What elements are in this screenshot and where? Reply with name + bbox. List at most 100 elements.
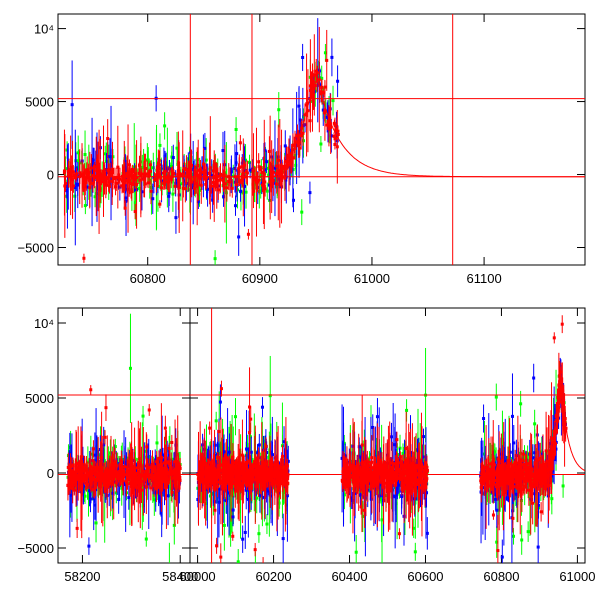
data-points — [58, 313, 190, 563]
data-point — [242, 163, 246, 167]
data-point — [122, 473, 126, 477]
data-point — [233, 478, 237, 482]
data-point — [235, 152, 239, 156]
data-point — [133, 210, 137, 214]
data-point — [177, 186, 181, 190]
data-point — [132, 476, 136, 480]
data-point — [100, 177, 104, 181]
data-point — [87, 495, 91, 499]
data-point — [69, 445, 73, 449]
data-point — [229, 167, 233, 171]
data-point — [164, 176, 168, 180]
data-point — [204, 469, 208, 473]
data-point — [259, 168, 263, 172]
data-point — [225, 474, 229, 478]
data-point — [82, 180, 86, 184]
data-point — [325, 115, 329, 119]
data-point — [84, 178, 88, 182]
data-point — [66, 169, 70, 173]
data-point — [74, 176, 78, 180]
data-point — [76, 151, 80, 155]
data-point — [163, 178, 167, 182]
data-point — [300, 210, 304, 214]
data-point — [110, 470, 114, 474]
data-point — [239, 482, 243, 486]
data-point — [234, 161, 238, 165]
data-point — [270, 173, 274, 177]
data-point — [295, 136, 299, 140]
data-point — [147, 466, 151, 470]
data-point — [267, 473, 271, 477]
data-point — [210, 174, 214, 178]
data-point — [162, 181, 166, 185]
data-point — [161, 453, 165, 457]
data-point — [173, 184, 177, 188]
data-point — [133, 201, 137, 205]
data-point — [133, 467, 137, 471]
data-point — [205, 176, 209, 180]
data-point — [194, 171, 198, 175]
data-point — [251, 472, 255, 476]
data-point — [230, 472, 234, 476]
data-point — [313, 84, 317, 88]
data-point — [222, 450, 226, 454]
data-point — [278, 476, 282, 480]
data-point — [88, 177, 92, 181]
data-point — [243, 184, 247, 188]
data-point — [169, 176, 173, 180]
data-point — [282, 489, 286, 493]
data-point — [181, 174, 185, 178]
data-point — [110, 179, 114, 183]
data-point — [172, 172, 176, 176]
data-point — [163, 472, 167, 476]
data-point — [138, 163, 142, 167]
data-point — [152, 484, 156, 488]
data-point — [174, 216, 178, 220]
data-point — [314, 69, 318, 73]
data-point — [263, 148, 267, 152]
data-point — [273, 481, 277, 485]
data-point — [328, 117, 332, 121]
data-point — [336, 132, 340, 136]
data-point — [221, 173, 225, 177]
x-tick-label: 60900 — [242, 271, 278, 286]
data-point — [353, 491, 357, 495]
data-point — [222, 195, 226, 199]
data-point — [284, 479, 288, 483]
data-point — [204, 178, 208, 182]
data-point — [178, 174, 182, 178]
data-point — [263, 187, 267, 191]
data-point — [203, 169, 207, 173]
data-point — [335, 127, 339, 131]
data-point — [246, 497, 250, 501]
data-point — [291, 198, 295, 202]
data-point — [412, 526, 416, 530]
data-point — [127, 460, 131, 464]
data-point — [222, 475, 226, 479]
data-point — [135, 485, 139, 489]
data-point — [222, 523, 226, 527]
y-tick-label: 5000 — [25, 391, 54, 406]
data-point — [189, 164, 193, 168]
data-point — [167, 178, 171, 182]
data-point — [85, 470, 89, 474]
data-point — [159, 483, 163, 487]
data-point — [233, 469, 237, 473]
data-point — [269, 183, 273, 187]
data-point — [242, 465, 246, 469]
data-point — [107, 482, 111, 486]
data-point — [263, 482, 267, 486]
data-point — [181, 186, 185, 190]
data-point — [212, 184, 216, 188]
data-point — [210, 184, 214, 188]
data-point — [305, 101, 309, 105]
data-point — [179, 182, 183, 186]
data-point — [241, 477, 245, 481]
data-point — [206, 475, 210, 479]
data-point — [158, 463, 162, 467]
data-point — [70, 476, 74, 480]
data-point — [113, 445, 117, 449]
data-point — [68, 483, 72, 487]
data-point — [213, 257, 217, 261]
data-point — [136, 469, 140, 473]
